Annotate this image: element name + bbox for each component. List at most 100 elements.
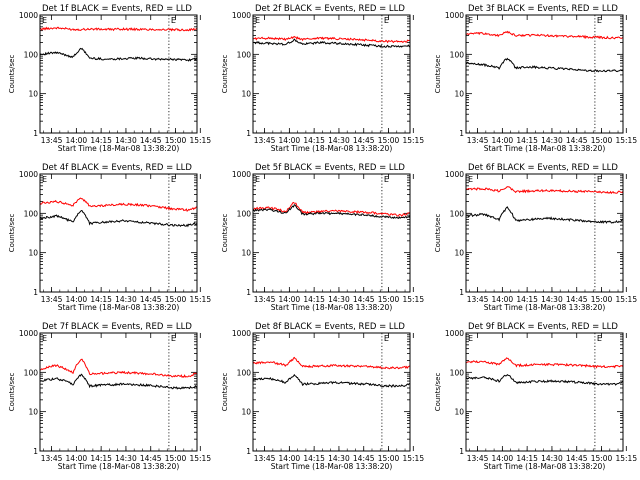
y-tick-label: 100: [24, 50, 39, 59]
x-tick-label: 13:45: [254, 136, 276, 145]
y-tick-label: 1000: [19, 11, 38, 20]
plot-frame: [39, 173, 198, 293]
detector-panel: Det 6f BLACK = Events, RED = LLD 1 10 100 10…: [434, 163, 637, 312]
event-marker-label: E: [468, 334, 473, 343]
x-tick-label: 13:45: [467, 454, 489, 463]
event-marker-label: E: [384, 16, 389, 25]
event-marker-label: E: [42, 334, 47, 343]
event-marker-label: E: [597, 334, 602, 343]
panel-title: Det 2f BLACK = Events, RED = LLD: [255, 4, 405, 14]
x-tick-label: 14:45: [566, 136, 588, 145]
detector-panel: Det 9f BLACK = Events, RED = LLD 1 10 100 10…: [434, 322, 637, 471]
x-tick-label: 15:00: [591, 136, 613, 145]
y-tick-label: 1: [459, 288, 464, 297]
plot-frame: [252, 332, 411, 452]
x-tick-label: 15:00: [378, 454, 400, 463]
y-tick-label: 1000: [19, 170, 38, 179]
x-tick-label: 14:30: [115, 295, 137, 304]
x-axis-title: Start Time (18-Mar-08 13:38:20): [484, 144, 606, 153]
x-tick-label: 14:15: [516, 136, 538, 145]
plot-frame: [252, 173, 411, 293]
detector-panel: Det 8f BLACK = Events, RED = LLD 1 10 100 10…: [221, 322, 424, 471]
event-marker-label: E: [171, 175, 176, 184]
x-tick-label: 14:30: [328, 295, 350, 304]
y-tick-label: 10: [28, 90, 38, 99]
event-marker-label: E: [468, 175, 473, 184]
lld-trace: [39, 197, 198, 212]
x-tick-label: 14:45: [566, 295, 588, 304]
x-tick-label: 14:15: [90, 454, 112, 463]
x-tick-label: 14:30: [541, 454, 563, 463]
x-tick-label: 15:15: [189, 454, 211, 463]
panel-title: Det 6f BLACK = Events, RED = LLD: [468, 163, 618, 173]
panel-title: Det 8f BLACK = Events, RED = LLD: [255, 322, 405, 332]
x-tick-label: 14:15: [90, 136, 112, 145]
x-tick-label: 14:00: [279, 454, 301, 463]
panel-title: Det 4f BLACK = Events, RED = LLD: [42, 163, 192, 173]
events-trace: [39, 47, 198, 62]
lld-trace: [465, 30, 624, 40]
events-trace: [252, 204, 411, 220]
x-tick-label: 14:00: [492, 295, 514, 304]
events-trace: [39, 373, 198, 390]
y-tick-label: 1000: [445, 11, 464, 20]
y-tick-label: 1: [459, 447, 464, 456]
x-tick-label: 15:15: [402, 454, 424, 463]
x-axis-title: Start Time (18-Mar-08 13:38:20): [271, 144, 393, 153]
x-tick-label: 14:45: [353, 136, 375, 145]
x-tick-label: 15:15: [615, 295, 637, 304]
y-tick-label: 10: [454, 249, 464, 258]
x-tick-label: 13:45: [41, 136, 63, 145]
x-tick-label: 15:15: [615, 454, 637, 463]
y-axis-title: Counts/sec: [8, 55, 16, 94]
plot-frame: [252, 14, 411, 134]
y-axis-title: Counts/sec: [221, 214, 229, 253]
y-tick-label: 1: [33, 288, 38, 297]
y-axis-title: Counts/sec: [434, 373, 442, 412]
events-trace: [465, 374, 624, 386]
y-tick-label: 1: [33, 129, 38, 138]
y-tick-label: 1000: [19, 329, 38, 338]
y-tick-label: 1: [459, 129, 464, 138]
y-tick-label: 100: [450, 50, 465, 59]
x-tick-label: 14:45: [140, 295, 162, 304]
events-trace: [39, 209, 198, 228]
x-tick-label: 14:15: [303, 454, 325, 463]
event-marker-label: E: [597, 16, 602, 25]
panel-title: Det 9f BLACK = Events, RED = LLD: [468, 322, 618, 332]
x-tick-label: 15:00: [378, 295, 400, 304]
y-tick-label: 10: [241, 408, 251, 417]
y-tick-label: 10: [241, 90, 251, 99]
y-tick-label: 10: [28, 408, 38, 417]
detector-panel: Det 1f BLACK = Events, RED = LLD 1 10 100 10…: [8, 4, 211, 153]
y-axis-title: Counts/sec: [221, 55, 229, 94]
x-tick-label: 14:30: [115, 454, 137, 463]
x-tick-label: 15:15: [615, 136, 637, 145]
y-tick-label: 100: [450, 209, 465, 218]
event-marker-label: E: [255, 334, 260, 343]
x-tick-label: 14:30: [115, 136, 137, 145]
x-tick-label: 14:15: [516, 454, 538, 463]
y-tick-label: 100: [237, 50, 252, 59]
plot-frame: [39, 332, 198, 452]
x-tick-label: 15:00: [378, 136, 400, 145]
plot-frame: [465, 14, 624, 134]
lld-trace: [39, 358, 198, 379]
x-tick-label: 15:15: [189, 136, 211, 145]
x-axis-title: Start Time (18-Mar-08 13:38:20): [58, 462, 180, 471]
x-tick-label: 14:00: [66, 136, 88, 145]
x-tick-label: 15:15: [402, 136, 424, 145]
event-marker-label: E: [42, 16, 47, 25]
y-tick-label: 10: [28, 249, 38, 258]
y-tick-label: 100: [24, 368, 39, 377]
lld-trace: [465, 186, 624, 195]
y-axis-title: Counts/sec: [434, 55, 442, 94]
y-tick-label: 100: [24, 209, 39, 218]
y-tick-label: 1000: [445, 170, 464, 179]
x-tick-label: 14:00: [492, 454, 514, 463]
x-tick-label: 14:00: [66, 454, 88, 463]
event-marker-label: E: [255, 16, 260, 25]
x-tick-label: 14:15: [303, 295, 325, 304]
x-tick-label: 14:00: [492, 136, 514, 145]
